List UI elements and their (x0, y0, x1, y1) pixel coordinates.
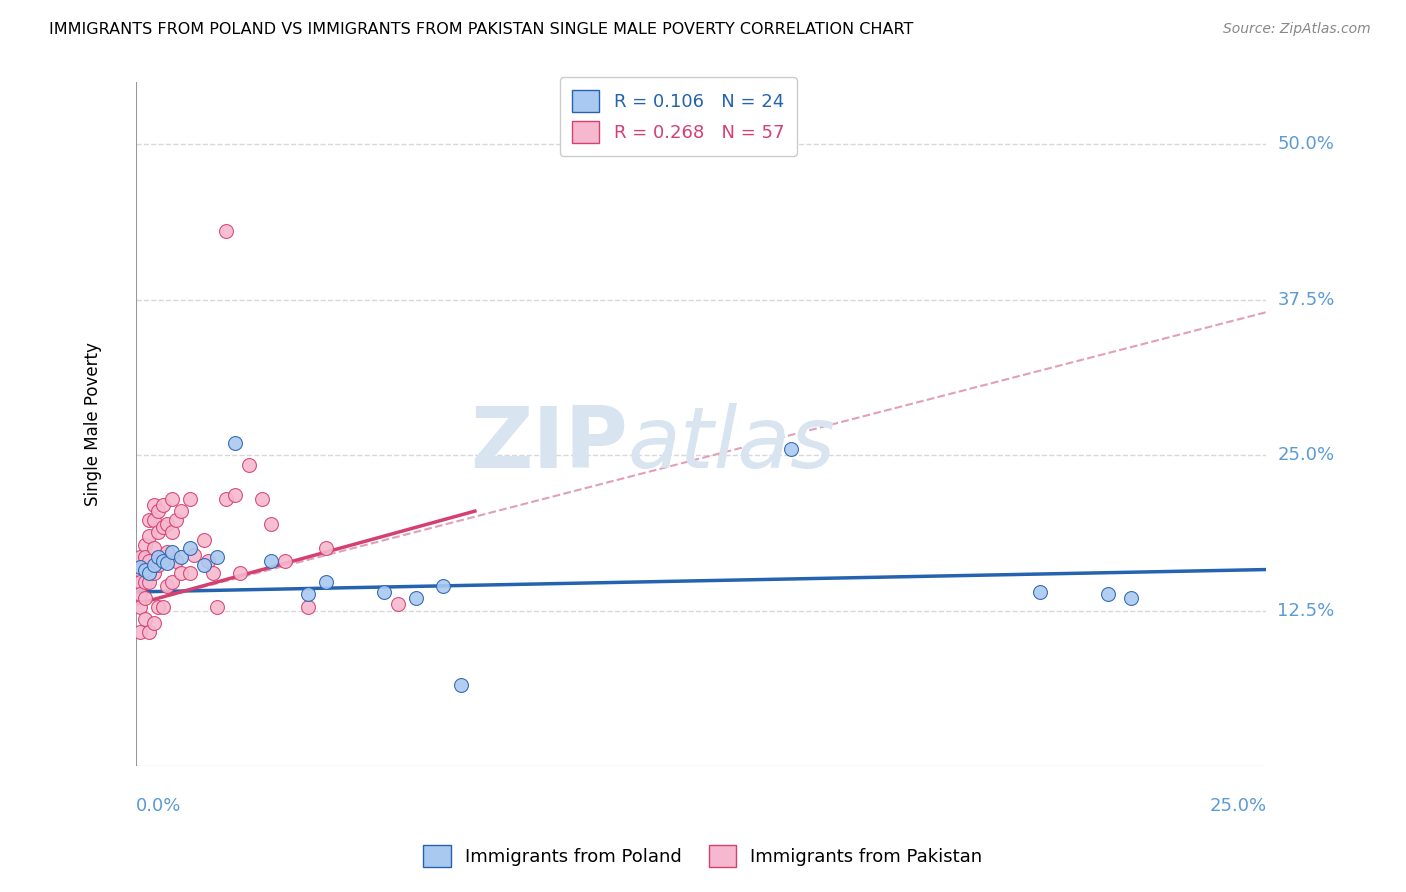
Point (148, 504, 170, 518)
Point (193, 558, 215, 572)
Point (160, 491, 183, 506)
Point (238, 458, 260, 472)
Point (156, 545, 179, 559)
Text: 25.0%: 25.0% (1278, 446, 1334, 464)
Point (170, 566, 193, 581)
Point (205, 599, 228, 614)
Text: IMMIGRANTS FROM POLAND VS IMMIGRANTS FROM PAKISTAN SINGLE MALE POVERTY CORRELATI: IMMIGRANTS FROM POLAND VS IMMIGRANTS FRO… (49, 22, 914, 37)
Point (160, 545, 183, 559)
Text: Source: ZipAtlas.com: Source: ZipAtlas.com (1223, 22, 1371, 37)
Text: Single Male Poverty: Single Male Poverty (84, 343, 101, 506)
Text: atlas: atlas (627, 403, 835, 486)
Point (1119, 591, 1142, 606)
Point (197, 554, 219, 568)
Point (252, 491, 274, 506)
Point (152, 520, 174, 534)
Point (193, 533, 215, 547)
Point (1029, 585, 1052, 599)
Text: 37.5%: 37.5% (1278, 291, 1334, 309)
Point (129, 587, 152, 601)
Point (142, 558, 165, 572)
Point (405, 591, 427, 606)
Point (148, 525, 170, 540)
Point (142, 566, 165, 581)
Point (134, 574, 156, 589)
Point (142, 498, 165, 512)
Point (165, 513, 187, 527)
Legend: R = 0.106   N = 24, R = 0.268   N = 57: R = 0.106 N = 24, R = 0.268 N = 57 (560, 78, 797, 156)
Point (138, 529, 160, 543)
Point (274, 554, 297, 568)
Point (156, 516, 179, 531)
Point (134, 591, 156, 606)
Point (129, 574, 152, 589)
Point (148, 599, 170, 614)
Text: 0.0%: 0.0% (136, 797, 181, 814)
Point (148, 550, 170, 565)
Point (179, 566, 201, 581)
Point (165, 554, 187, 568)
Point (205, 550, 228, 565)
Point (138, 554, 160, 568)
Point (450, 678, 472, 692)
Point (152, 498, 174, 512)
Point (179, 491, 201, 506)
Point (152, 599, 174, 614)
Point (201, 566, 224, 581)
Point (134, 612, 156, 626)
Point (224, 435, 246, 450)
Text: 12.5%: 12.5% (1278, 601, 1334, 620)
Point (156, 557, 179, 571)
Point (179, 541, 201, 556)
Point (780, 442, 803, 456)
Point (138, 574, 160, 589)
Point (160, 574, 183, 589)
Point (432, 579, 454, 593)
Point (129, 563, 152, 577)
Point (224, 488, 246, 502)
Point (129, 550, 152, 565)
Point (297, 599, 319, 614)
Point (142, 615, 165, 630)
Point (260, 516, 283, 531)
Point (387, 598, 409, 612)
Point (138, 513, 160, 527)
Point (138, 624, 160, 639)
Point (183, 548, 205, 562)
Point (215, 491, 238, 506)
Point (129, 560, 152, 574)
Text: ZIP: ZIP (470, 403, 627, 486)
Point (138, 566, 160, 581)
Point (148, 558, 170, 572)
Legend: Immigrants from Poland, Immigrants from Pakistan: Immigrants from Poland, Immigrants from … (416, 838, 990, 874)
Point (160, 525, 183, 540)
Text: 50.0%: 50.0% (1278, 136, 1334, 153)
Point (215, 224, 238, 238)
Point (297, 587, 319, 601)
Point (260, 554, 283, 568)
Point (373, 585, 395, 599)
Point (129, 624, 152, 639)
Point (134, 550, 156, 565)
Text: 25.0%: 25.0% (1209, 797, 1267, 814)
Point (152, 550, 174, 565)
Point (1097, 587, 1119, 601)
Point (170, 504, 193, 518)
Point (315, 541, 337, 556)
Point (142, 541, 165, 556)
Point (129, 599, 152, 614)
Point (315, 574, 337, 589)
Point (170, 550, 193, 565)
Point (134, 538, 156, 552)
Point (156, 579, 179, 593)
Point (152, 554, 174, 568)
Point (228, 566, 250, 581)
Point (134, 563, 156, 577)
Point (142, 513, 165, 527)
